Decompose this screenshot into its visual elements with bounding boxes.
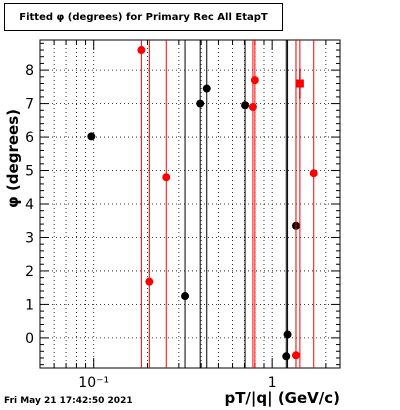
y-axis-label: φ (degrees) [4,109,22,208]
y-tick-label: 6 [25,130,34,146]
y-tick-label: 3 [25,230,34,246]
chart-title: Fitted φ (degrees) for Primary Rec All E… [4,3,283,31]
y-tick-label: 8 [25,63,34,79]
y-tick-label: 5 [25,164,34,180]
x-axis-label: pT/|q| (GeV/c) [224,389,340,407]
y-tick-label: 0 [25,331,34,347]
data-point [282,352,291,361]
data-point [309,169,318,178]
data-point [241,101,250,110]
y-tick-label: 1 [25,297,34,313]
data-point [291,351,300,360]
x-tick-label: 10⁻¹ [78,375,109,391]
y-tick-label: 2 [25,264,34,280]
y-axis-label-wrap: φ (degrees) [4,109,24,208]
data-point [283,330,292,339]
data-point [250,76,259,85]
timestamp: Fri May 21 17:42:50 2021 [4,396,133,406]
data-point [87,132,96,141]
y-tick-label: 4 [25,197,34,213]
x-tick-label: 1 [268,375,277,391]
data-point [137,46,146,55]
data-point [248,102,257,111]
plot-frame [39,39,341,369]
data-point [181,292,190,301]
y-tick-label: 7 [25,97,34,113]
data-point [202,84,211,93]
data-point [196,99,205,108]
data-point [145,277,154,286]
data-point-square [295,79,304,88]
data-point [162,173,171,182]
